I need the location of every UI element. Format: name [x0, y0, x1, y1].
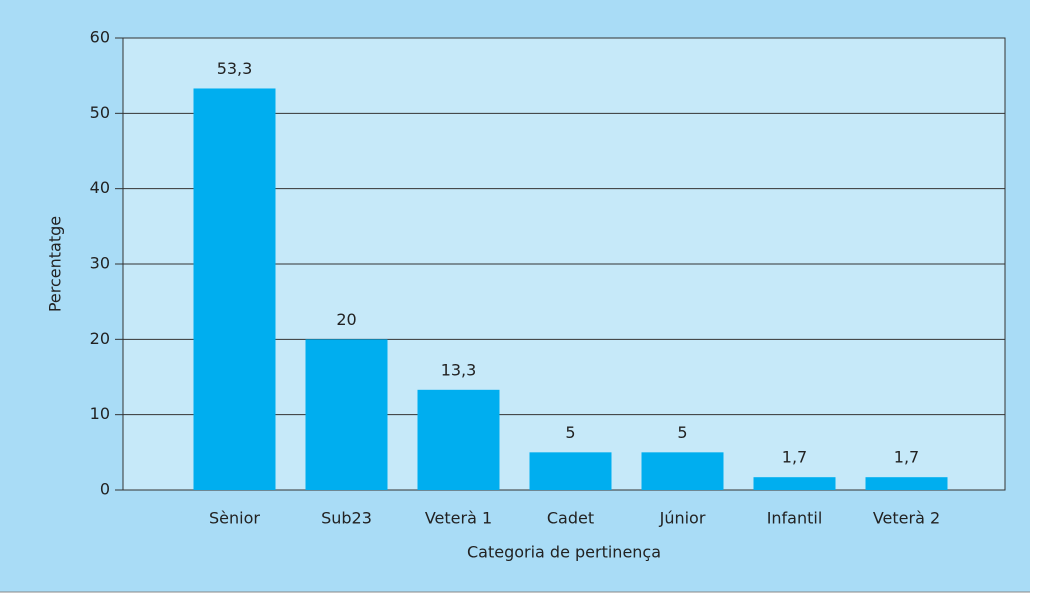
y-tick-label: 40: [90, 178, 110, 197]
value-label: 5: [677, 423, 687, 442]
value-label: 1,7: [894, 448, 919, 467]
y-tick-label: 10: [90, 404, 110, 423]
value-label: 1,7: [782, 448, 807, 467]
bar: [753, 477, 836, 490]
x-tick-label: Infantil: [767, 509, 823, 528]
y-tick-label: 0: [100, 480, 110, 499]
bar: [529, 452, 612, 490]
value-label: 13,3: [441, 360, 477, 379]
y-tick-label: 20: [90, 329, 110, 348]
bar: [417, 389, 500, 490]
x-tick-label: Júnior: [659, 509, 706, 528]
x-tick-label: Sènior: [209, 509, 260, 528]
y-tick-label: 60: [90, 28, 110, 47]
x-tick-label: Veterà 1: [425, 509, 492, 528]
y-tick-label: 50: [90, 103, 110, 122]
value-label: 5: [565, 423, 575, 442]
value-label: 20: [336, 310, 356, 329]
x-tick-label: Cadet: [547, 509, 594, 528]
value-label: 53,3: [217, 59, 253, 78]
bar: [305, 339, 388, 490]
bar: [641, 452, 724, 490]
y-tick-label: 30: [90, 254, 110, 273]
x-tick-label: Veterà 2: [873, 509, 940, 528]
y-axis-label: Percentatge: [46, 216, 65, 312]
x-axis-label: Categoria de pertinença: [467, 543, 661, 562]
bar: [865, 477, 948, 490]
bar: [193, 88, 276, 491]
x-tick-label: Sub23: [321, 509, 372, 528]
